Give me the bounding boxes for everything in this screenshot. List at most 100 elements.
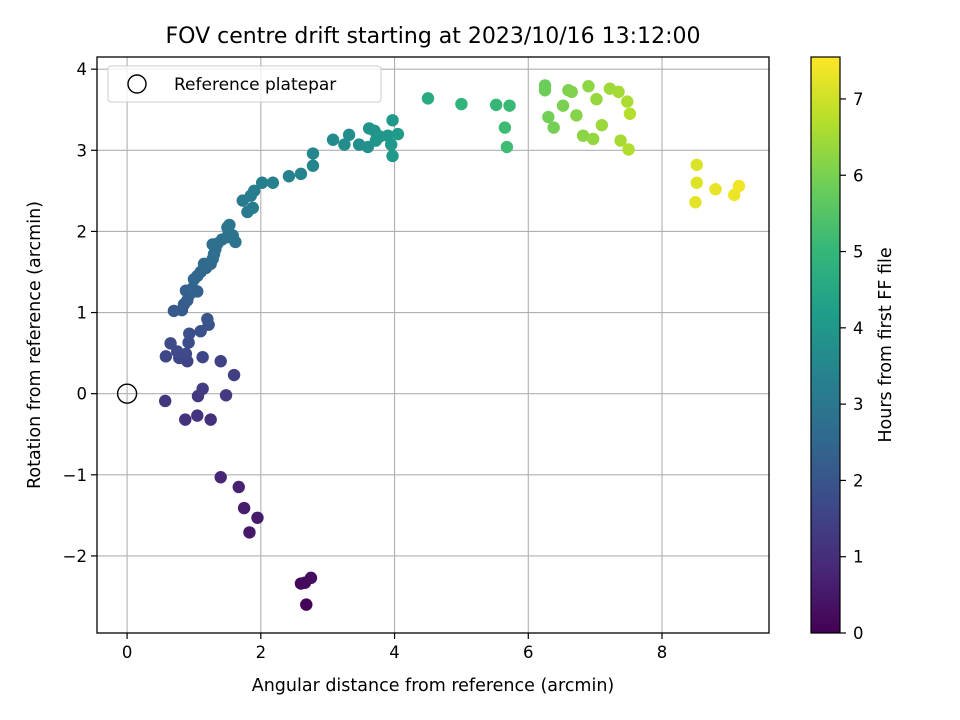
- data-point: [386, 114, 399, 127]
- data-point: [204, 413, 217, 426]
- legend-box: [107, 65, 382, 103]
- data-point: [385, 138, 398, 151]
- data-point: [709, 183, 722, 196]
- chart-title: FOV centre drift starting at 2023/10/16 …: [166, 24, 701, 49]
- data-point: [306, 147, 320, 160]
- data-point: [223, 218, 236, 232]
- reference-marker: [116, 383, 138, 404]
- data-point: [294, 167, 308, 181]
- x-tick-label: 2: [256, 643, 267, 662]
- data-point: [159, 350, 173, 363]
- colorbar-tick-label: 2: [853, 471, 864, 490]
- data-point: [455, 97, 468, 111]
- y-tick-label: 0: [77, 385, 88, 404]
- data-point: [489, 98, 503, 112]
- data-point: [300, 598, 313, 611]
- data-point: [503, 99, 516, 112]
- data-point: [576, 129, 590, 142]
- data-point: [255, 176, 269, 189]
- colorbar-tick-label: 7: [853, 90, 864, 109]
- colorbar-label: Hours from first FF file: [876, 247, 896, 442]
- data-point: [201, 312, 214, 326]
- data-point: [326, 133, 340, 146]
- colorbar-tick-label: 1: [853, 548, 864, 567]
- data-point: [182, 336, 195, 349]
- data-point: [164, 337, 177, 350]
- x-axis: 0 2 4 6 8: [122, 633, 667, 662]
- x-tick-label: 4: [389, 643, 400, 662]
- data-point: [556, 99, 570, 112]
- plot-frame: [96, 56, 770, 634]
- data-point: [586, 132, 600, 146]
- data-point: [214, 355, 227, 368]
- data-point: [243, 526, 256, 539]
- data-point: [542, 110, 555, 124]
- data-point: [247, 184, 261, 198]
- data-point: [266, 176, 280, 189]
- data-point: [582, 80, 595, 93]
- legend: Reference platepar: [107, 65, 382, 103]
- plot-area: [96, 56, 770, 634]
- y-tick-label: −1: [63, 466, 87, 485]
- data-point: [342, 128, 356, 142]
- data-point: [421, 92, 435, 105]
- data-point: [179, 413, 192, 426]
- data-point: [500, 140, 514, 154]
- data-point: [159, 394, 172, 408]
- data-point: [246, 201, 259, 215]
- y-tick-label: 4: [77, 60, 88, 79]
- y-tick-label: 3: [77, 141, 88, 160]
- data-point: [595, 118, 609, 132]
- data-points: [159, 79, 746, 611]
- data-point: [690, 176, 703, 189]
- colorbar-tick-label: 0: [853, 624, 864, 643]
- y-tick-label: 1: [77, 304, 88, 323]
- colorbar-tick-label: 3: [853, 395, 864, 414]
- colorbar-gradient: [811, 57, 840, 633]
- data-point: [196, 350, 209, 364]
- data-point: [183, 327, 196, 340]
- legend-marker-open-circle: [127, 74, 147, 94]
- data-point: [282, 170, 296, 183]
- data-point: [570, 109, 583, 122]
- data-point: [219, 389, 233, 402]
- data-point: [590, 92, 603, 106]
- y-tick-label: −2: [63, 547, 87, 566]
- colorbar-tick-label: 4: [853, 319, 864, 338]
- y-axis-label: Rotation from reference (arcmin): [25, 201, 45, 489]
- colorbar: 0 1 2 3 4 5 6 7 Hours from first FF file: [810, 56, 896, 643]
- x-tick-label: 0: [122, 643, 133, 662]
- data-point: [690, 158, 703, 172]
- grid: [97, 57, 769, 633]
- data-point: [732, 179, 746, 193]
- colorbar-frame: [810, 56, 841, 634]
- data-point: [538, 84, 552, 97]
- data-point: [196, 382, 209, 396]
- colorbar-ticks: 0 1 2 3 4 5 6 7: [840, 90, 864, 643]
- data-point: [304, 571, 318, 585]
- x-tick-label: 6: [523, 643, 534, 662]
- data-point: [623, 107, 637, 120]
- colorbar-tick-label: 6: [853, 166, 864, 185]
- reference-point: [116, 383, 138, 404]
- data-point: [614, 134, 627, 147]
- colorbar-tick-label: 5: [853, 243, 864, 262]
- data-point: [386, 149, 399, 163]
- data-point: [214, 471, 227, 484]
- x-tick-label: 8: [657, 643, 668, 662]
- data-point: [689, 196, 702, 209]
- data-point: [565, 85, 578, 99]
- data-point: [612, 85, 625, 99]
- data-point: [237, 501, 251, 515]
- legend-label: Reference platepar: [174, 75, 336, 95]
- y-axis: −2 −1 0 1 2 3 4: [63, 60, 97, 566]
- data-point: [191, 409, 204, 422]
- x-axis-label: Angular distance from reference (arcmin): [252, 676, 615, 696]
- data-point: [621, 95, 634, 108]
- data-point: [251, 511, 264, 524]
- data-point: [622, 143, 635, 156]
- y-tick-label: 2: [77, 222, 88, 241]
- data-point: [338, 138, 351, 151]
- data-point: [232, 480, 245, 494]
